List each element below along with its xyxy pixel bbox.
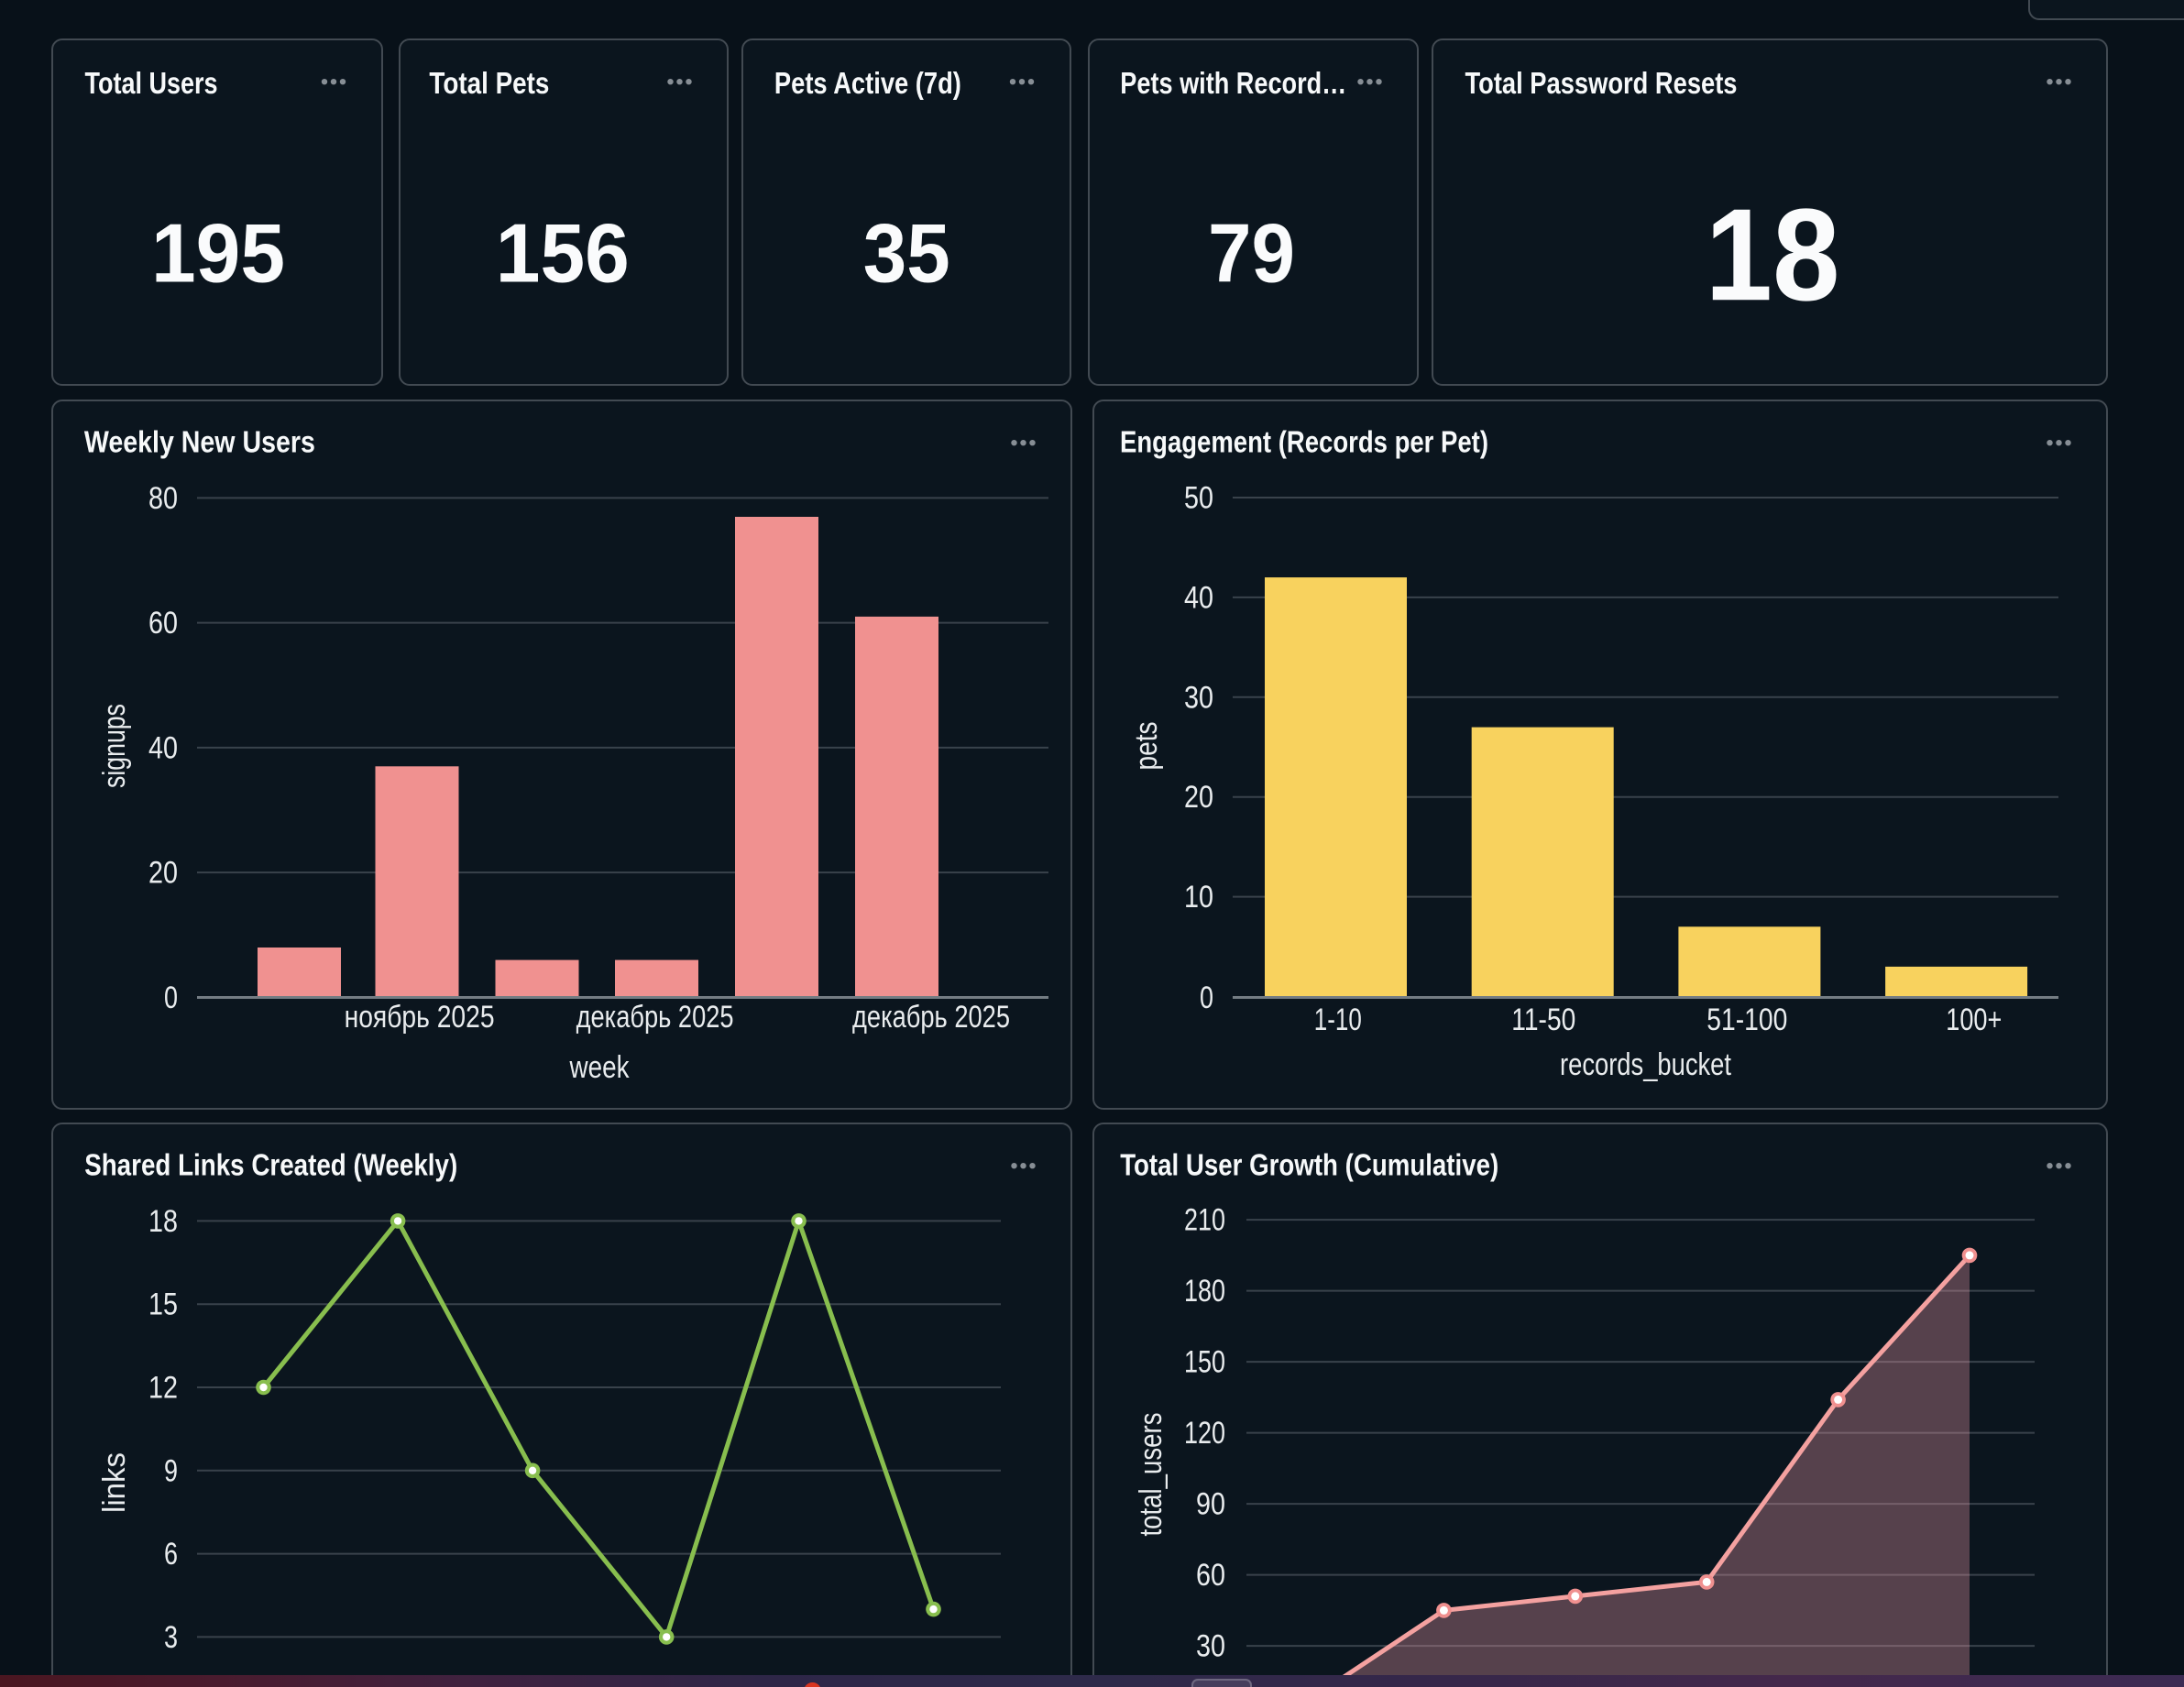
svg-text:10: 10 [1184, 880, 1213, 915]
svg-text:Shared Links Created (Weekly): Shared Links Created (Weekly) [84, 1148, 457, 1182]
svg-text:60: 60 [148, 606, 178, 641]
svg-text:210: 210 [1184, 1203, 1225, 1238]
svg-text:79: 79 [1208, 207, 1295, 300]
svg-text:Total Pets: Total Pets [429, 66, 549, 100]
svg-text:150: 150 [1184, 1345, 1225, 1380]
svg-text:30: 30 [1196, 1629, 1225, 1664]
svg-text:20: 20 [148, 856, 178, 891]
svg-text:60: 60 [1196, 1558, 1225, 1593]
svg-text:100+: 100+ [1946, 1002, 2002, 1037]
svg-text:195: 195 [151, 207, 285, 300]
svg-text:156: 156 [496, 207, 630, 300]
svg-text:декабрь 2025: декабрь 2025 [852, 1000, 1010, 1035]
svg-text:Total Password Resets: Total Password Resets [1465, 66, 1738, 100]
svg-text:Pets Active (7d): Pets Active (7d) [774, 66, 961, 100]
svg-text:3: 3 [164, 1620, 178, 1655]
svg-text:Total User Growth (Cumulative): Total User Growth (Cumulative) [1120, 1148, 1498, 1182]
svg-text:9: 9 [164, 1453, 178, 1488]
svg-text:50: 50 [1184, 481, 1213, 516]
svg-text:40: 40 [148, 730, 178, 765]
svg-text:80: 80 [148, 481, 178, 516]
svg-text:51-100: 51-100 [1707, 1002, 1787, 1037]
svg-text:week: week [569, 1050, 631, 1085]
svg-text:1-10: 1-10 [1314, 1002, 1362, 1037]
svg-text:30: 30 [1184, 680, 1213, 715]
svg-text:signups: signups [97, 704, 132, 788]
svg-text:18: 18 [148, 1204, 178, 1239]
svg-text:6: 6 [164, 1537, 178, 1572]
svg-text:pets: pets [1129, 722, 1164, 771]
svg-text:0: 0 [1200, 980, 1213, 1015]
svg-text:180: 180 [1184, 1274, 1225, 1309]
svg-text:120: 120 [1184, 1416, 1225, 1451]
svg-text:90: 90 [1196, 1487, 1225, 1522]
svg-text:links: links [97, 1452, 132, 1513]
svg-text:Engagement (Records per Pet): Engagement (Records per Pet) [1120, 425, 1488, 459]
svg-text:Pets with Record…: Pets with Record… [1120, 66, 1346, 100]
svg-text:15: 15 [148, 1287, 178, 1322]
svg-text:total_users: total_users [1134, 1413, 1169, 1537]
svg-text:11-50: 11-50 [1511, 1002, 1575, 1037]
svg-text:records_bucket: records_bucket [1560, 1047, 1731, 1082]
svg-text:0: 0 [164, 980, 178, 1015]
svg-text:18: 18 [1706, 182, 1840, 328]
svg-text:40: 40 [1184, 580, 1213, 615]
svg-text:12: 12 [148, 1371, 178, 1406]
svg-text:Weekly New Users: Weekly New Users [84, 425, 315, 459]
svg-text:35: 35 [863, 207, 950, 300]
svg-text:декабрь 2025: декабрь 2025 [576, 1000, 734, 1035]
svg-text:Total Users: Total Users [85, 66, 218, 100]
svg-text:20: 20 [1184, 780, 1213, 815]
svg-text:ноябрь 2025: ноябрь 2025 [345, 1000, 495, 1035]
